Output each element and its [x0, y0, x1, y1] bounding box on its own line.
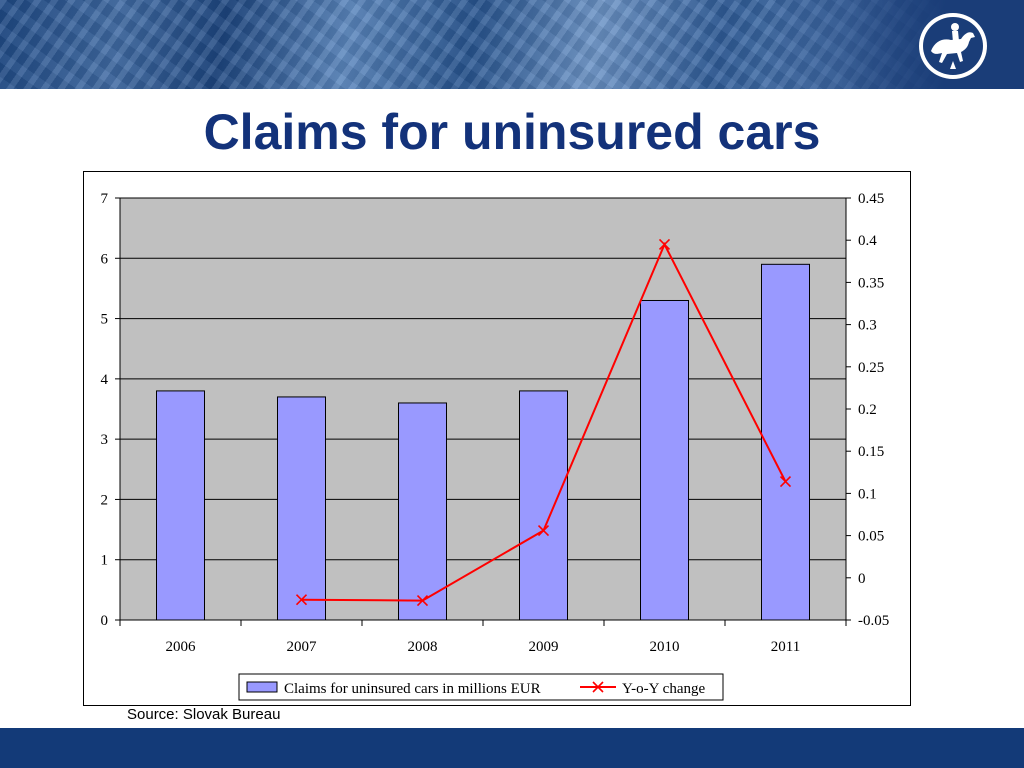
y-right-tick-label: 0.25 — [858, 360, 884, 376]
y-right-tick-label: 0.4 — [858, 233, 877, 249]
y-left-tick-label: 0 — [101, 613, 109, 629]
yoy-point-marker — [779, 476, 792, 488]
source-note: Source: Slovak Bureau — [127, 706, 281, 723]
x-tick-label: 2008 — [408, 639, 438, 655]
bar — [156, 390, 205, 621]
yoy-point-marker — [416, 595, 429, 607]
y-left-tick-label: 2 — [101, 492, 109, 508]
x-tick-label: 2010 — [650, 639, 680, 655]
y-right-tick-label: 0.2 — [858, 402, 877, 418]
x-tick-label: 2009 — [529, 639, 559, 655]
footer-bar — [0, 728, 1024, 768]
horse-rider-logo-icon — [919, 13, 987, 79]
yoy-point-marker — [295, 594, 308, 606]
page-title: Claims for uninsured cars — [203, 104, 821, 160]
y-left-tick-label: 6 — [101, 251, 109, 267]
y-right-tick-label: 0.15 — [858, 444, 884, 460]
y-right-tick-label: -0.05 — [858, 613, 889, 629]
x-tick-label: 2011 — [771, 639, 800, 655]
y-left-tick-label: 3 — [101, 432, 109, 448]
legend-label-line: Y-o-Y change — [622, 681, 706, 697]
yoy-point-marker — [658, 238, 671, 250]
y-right-tick-label: 0.05 — [858, 529, 884, 545]
y-left-tick-label: 7 — [101, 191, 109, 207]
chart-frame: 0 1 2 3 4 5 6 7 -0.05 0 0.05 0.1 0.15 0.2 0.25 0.3 0.35 0… — [83, 171, 911, 706]
x-tick-label: 2006 — [166, 639, 197, 655]
y-left-tick-label: 4 — [101, 372, 109, 388]
y-left-tick-label: 5 — [101, 312, 109, 328]
legend-label-bar: Claims for uninsured cars in millions EU… — [284, 681, 541, 697]
legend-swatch-bar — [246, 681, 278, 693]
y-right-tick-label: 0.3 — [858, 318, 877, 334]
bar — [761, 263, 810, 621]
bar — [277, 396, 326, 621]
y-right-tick-label: 0.1 — [858, 486, 877, 502]
y-right-tick-label: 0.35 — [858, 275, 884, 291]
plot-area — [119, 197, 847, 621]
y-left-tick-label: 1 — [101, 553, 109, 569]
header-banner — [0, 0, 1024, 89]
legend-swatch-marker — [592, 681, 604, 693]
combo-chart: 0 1 2 3 4 5 6 7 -0.05 0 0.05 0.1 0.15 0.2 0.25 0.3 0.35 0… — [101, 191, 889, 701]
bar — [398, 402, 447, 621]
y-right-tick-label: 0.45 — [858, 191, 884, 207]
y-right-tick-label: 0 — [858, 571, 866, 587]
legend-box — [238, 673, 724, 701]
bar — [519, 390, 568, 621]
x-tick-label: 2007 — [287, 639, 318, 655]
bar — [640, 299, 689, 621]
yoy-point-marker — [537, 524, 550, 537]
